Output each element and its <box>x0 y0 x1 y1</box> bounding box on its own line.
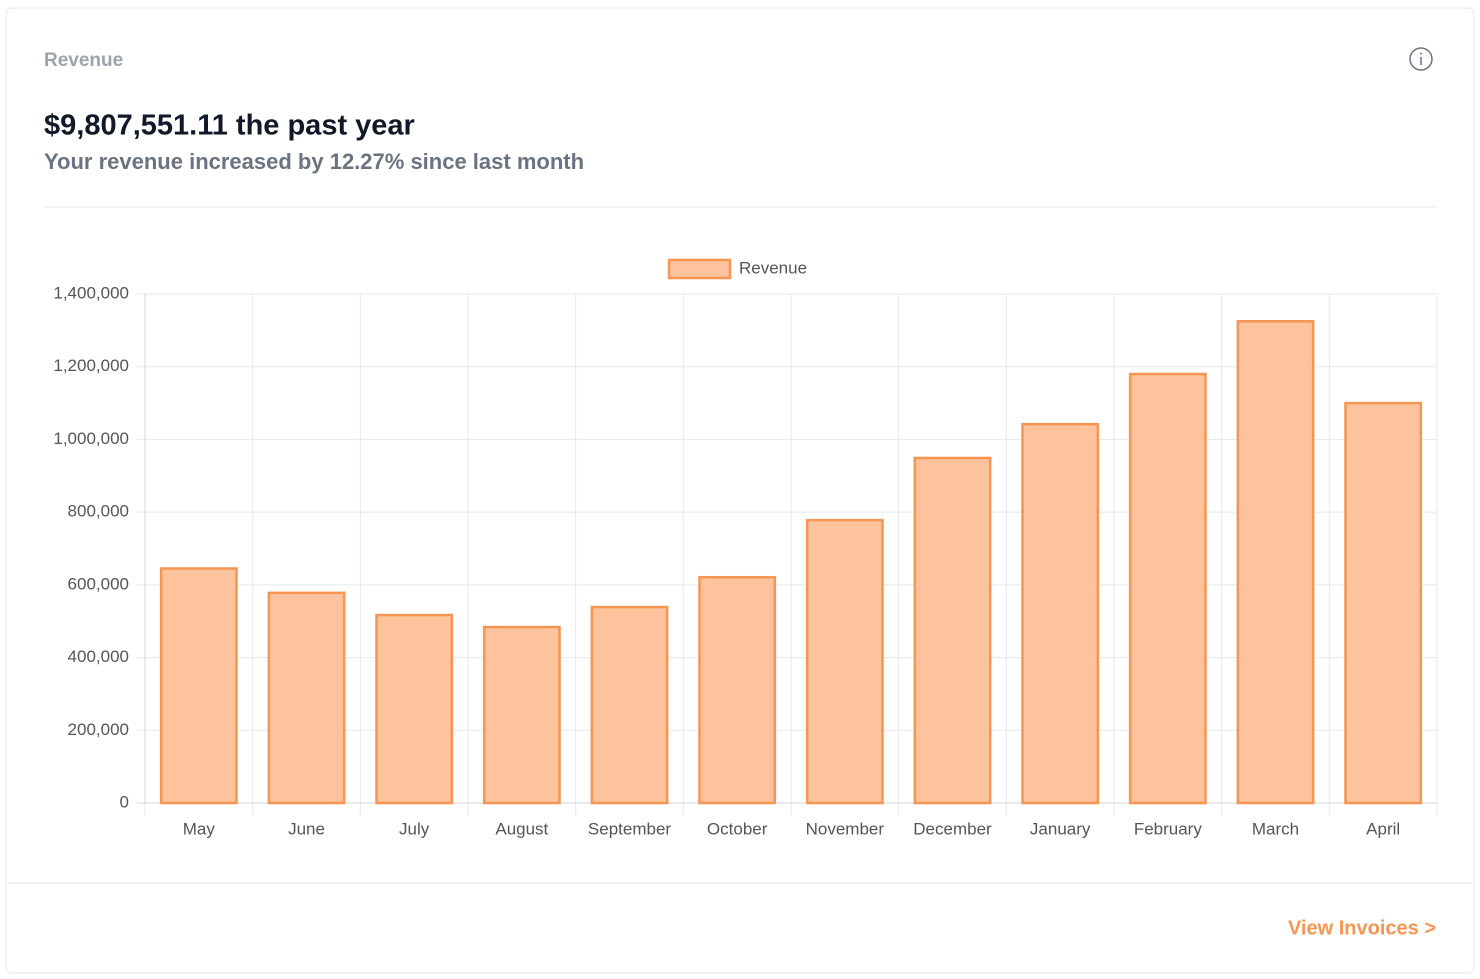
bar <box>482 625 561 805</box>
x-tick-label: September <box>588 819 671 838</box>
bar <box>698 575 777 805</box>
x-tick-label: June <box>288 819 325 838</box>
bar <box>805 518 884 805</box>
bar <box>1128 372 1207 805</box>
bar <box>913 456 992 805</box>
bar <box>375 613 454 805</box>
bar <box>267 591 346 805</box>
y-tick-label: 1,000,000 <box>53 429 129 448</box>
x-tick-label: August <box>495 819 548 838</box>
bar <box>1236 320 1315 805</box>
y-tick-label: 0 <box>120 792 129 811</box>
info-icon-circle <box>1409 47 1433 71</box>
y-tick-label: 1,400,000 <box>53 283 129 302</box>
x-tick-label: March <box>1252 819 1299 838</box>
x-tick-label: April <box>1366 819 1400 838</box>
bar <box>159 567 238 805</box>
x-tick-label: November <box>806 819 885 838</box>
x-tick-label: October <box>707 819 768 838</box>
x-tick-label: February <box>1134 819 1203 838</box>
y-tick-label: 200,000 <box>68 720 129 739</box>
bar <box>1344 401 1423 805</box>
y-tick-label: 800,000 <box>68 502 129 521</box>
y-tick-label: 400,000 <box>68 647 129 666</box>
y-tick-label: 1,200,000 <box>53 356 129 375</box>
x-tick-label: July <box>399 819 430 838</box>
x-tick-label: December <box>913 819 992 838</box>
card-subtitle: Your revenue increased by 12.27% since l… <box>44 149 584 174</box>
info-icon-dot <box>1420 52 1422 55</box>
x-tick-label: January <box>1030 819 1091 838</box>
card-label: Revenue <box>44 50 123 71</box>
legend-label: Revenue <box>739 258 807 277</box>
view-invoices-link[interactable]: View Invoices > <box>1288 917 1436 939</box>
y-tick-label: 600,000 <box>68 574 129 593</box>
legend-swatch <box>667 258 732 280</box>
bar <box>590 605 669 805</box>
bar-chart: 0 200,000 400,000 600,000 800,000 1,000,000 1,… <box>53 258 1438 838</box>
card-title: $9,807,551.11 the past year <box>44 110 415 142</box>
x-tick-label: May <box>183 819 216 838</box>
bar <box>1021 422 1100 805</box>
info-icon[interactable] <box>1409 47 1433 71</box>
card-border <box>5 7 1475 974</box>
